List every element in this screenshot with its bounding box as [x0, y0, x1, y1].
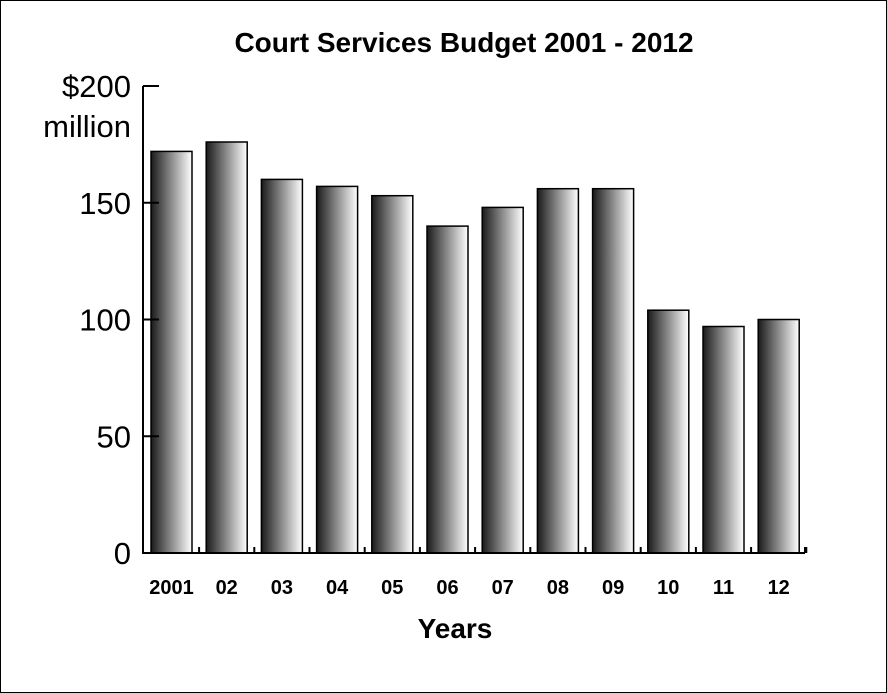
- bar-11: [702, 325, 745, 554]
- y-tick-label-0: 0: [114, 536, 131, 571]
- y-tick-label-150: 150: [79, 186, 131, 221]
- x-tick-label-2001: 2001: [149, 577, 194, 599]
- bar-07: [481, 206, 524, 554]
- x-tick-label-09: 09: [602, 577, 624, 599]
- bar-12: [757, 318, 800, 554]
- bar-04: [315, 185, 359, 554]
- chart-title: Court Services Budget 2001 - 2012: [234, 27, 693, 58]
- x-tick-label-02: 02: [216, 577, 238, 599]
- x-tick-label-08: 08: [547, 577, 569, 599]
- x-tick-label-10: 10: [657, 577, 679, 599]
- x-axis-title: Years: [418, 613, 493, 644]
- bar-10: [647, 309, 690, 554]
- bar-02: [205, 141, 248, 554]
- bar-09: [591, 187, 635, 554]
- x-tick-label-06: 06: [436, 577, 458, 599]
- x-tick-label-12: 12: [768, 577, 790, 599]
- y-tick-label-200: $200: [62, 69, 131, 104]
- y-axis-unit-label: million: [43, 109, 131, 144]
- bar-06: [426, 225, 469, 554]
- x-tick-label-05: 05: [381, 577, 403, 599]
- bar-05: [371, 194, 414, 554]
- x-tick-label-04: 04: [326, 577, 349, 599]
- y-tick-label-50: 50: [97, 419, 131, 454]
- bar-08: [536, 187, 580, 554]
- y-tick-label-100: 100: [79, 303, 131, 338]
- x-tick-label-11: 11: [713, 577, 734, 599]
- bar-2001: [150, 150, 193, 554]
- x-tick-label-07: 07: [492, 577, 514, 599]
- bar-03: [260, 178, 304, 554]
- x-tick-label-03: 03: [271, 577, 293, 599]
